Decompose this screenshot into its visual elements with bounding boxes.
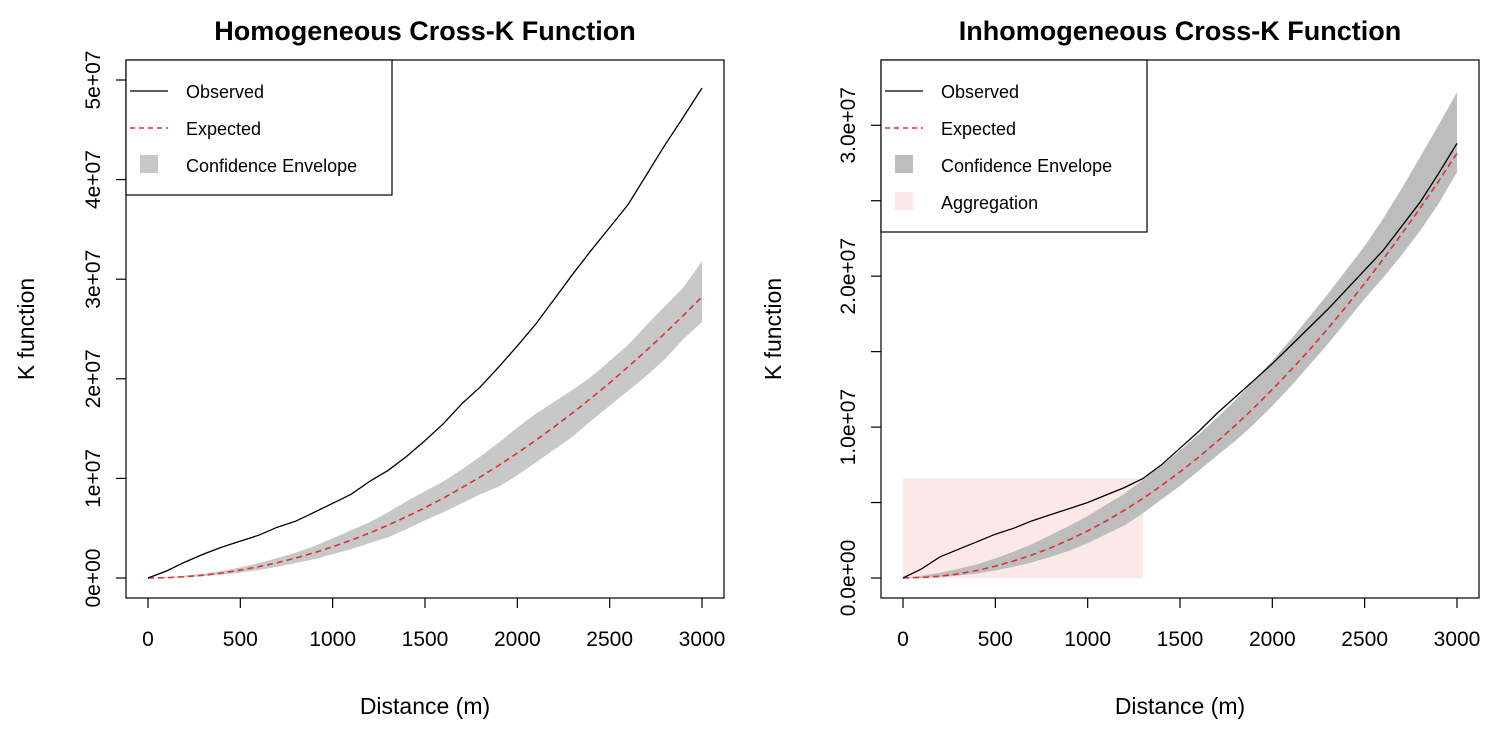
legend-label-observed: Observed	[941, 82, 1019, 102]
chart-homogeneous: Homogeneous Cross-K Function Distance (m…	[13, 16, 725, 719]
y-tick-label: 1.0e+07	[837, 389, 860, 466]
legend: Observed Expected Confidence Envelope	[125, 59, 393, 196]
legend-key-aggregation	[895, 192, 913, 210]
chart-title: Inhomogeneous Cross-K Function	[959, 16, 1402, 46]
y-tick-label: 3e+07	[82, 250, 105, 309]
x-tick-label: 2500	[586, 628, 633, 651]
series-line-observed	[147, 87, 703, 579]
series-line-expected	[902, 152, 1458, 579]
chart-inhomogeneous: Inhomogeneous Cross-K Function Distance …	[760, 16, 1480, 719]
x-tick-label: 1000	[309, 628, 356, 651]
x-tick-label: 500	[978, 628, 1013, 651]
x-tick-label: 1500	[1157, 628, 1204, 651]
legend-label-aggregation: Aggregation	[941, 193, 1038, 213]
y-axis-title: K function	[760, 278, 786, 380]
legend-label-expected: Expected	[941, 119, 1016, 139]
y-tick-label: 0.0e+00	[837, 540, 860, 617]
legend-key-envelope	[895, 155, 913, 173]
y-tick-label: 1e+07	[82, 449, 105, 508]
x-tick-label: 2000	[494, 628, 541, 651]
x-tick-label: 3000	[1434, 628, 1481, 651]
legend-label-envelope: Confidence Envelope	[941, 156, 1112, 176]
y-tick-label: 0e+00	[82, 549, 105, 608]
x-axis-title: Distance (m)	[1115, 693, 1245, 719]
y-tick-label: 3.0e+07	[837, 87, 860, 164]
x-tick-label: 2000	[1249, 628, 1296, 651]
y-tick-label: 5e+07	[82, 51, 105, 110]
legend-key-envelope	[140, 155, 158, 173]
legend-label-expected: Expected	[186, 119, 261, 139]
confidence-envelope	[148, 261, 702, 578]
y-axis-title: K function	[13, 278, 39, 380]
series-line-expected	[147, 296, 703, 579]
x-tick-label: 0	[142, 628, 154, 651]
x-tick-label: 500	[223, 628, 258, 651]
legend-label-envelope: Confidence Envelope	[186, 156, 357, 176]
series-line-observed	[902, 143, 1458, 579]
legend-box	[880, 59, 1148, 233]
confidence-envelope	[903, 92, 1457, 578]
y-tick-label: 4e+07	[82, 150, 105, 209]
x-tick-label: 3000	[679, 628, 726, 651]
plot-layer	[147, 87, 703, 579]
legend: Observed Expected Confidence Envelope Ag…	[880, 59, 1148, 233]
legend-box	[125, 59, 393, 196]
plot-layer	[902, 92, 1458, 579]
chart-title: Homogeneous Cross-K Function	[214, 16, 636, 46]
x-tick-label: 2500	[1341, 628, 1388, 651]
x-axis-title: Distance (m)	[360, 693, 490, 719]
legend-label-observed: Observed	[186, 82, 264, 102]
x-tick-label: 1000	[1064, 628, 1111, 651]
x-tick-label: 1500	[402, 628, 449, 651]
y-tick-label: 2e+07	[82, 349, 105, 408]
y-tick-label: 2.0e+07	[837, 238, 860, 315]
x-tick-label: 0	[897, 628, 909, 651]
